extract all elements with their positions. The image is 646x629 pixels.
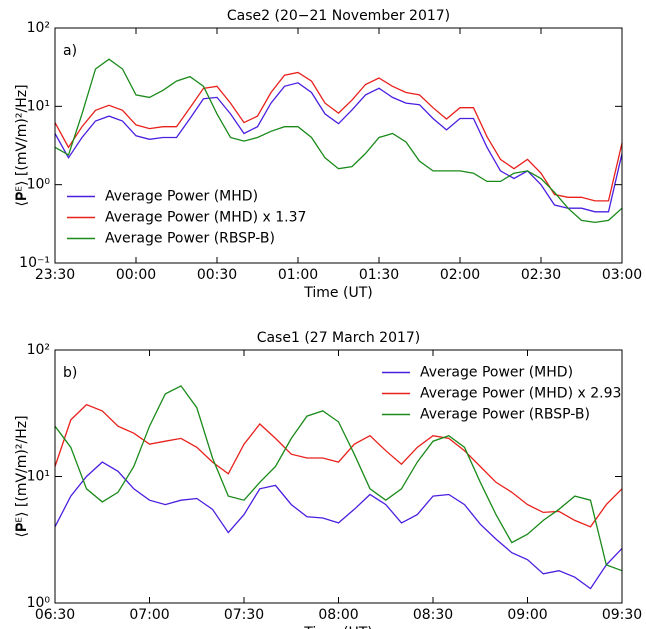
x-tick-label: 01:00 [278,267,318,283]
chart-title: Case1 (27 March 2017) [257,330,421,346]
x-tick-label: 09:00 [507,607,547,623]
x-axis-label: Time (UT) [303,625,372,629]
legend-label: Average Power (MHD) x 2.93 [420,386,621,402]
y-axis-label: ⟨𝐏ᴱ⟩ [(mV/m)²/Hz] [14,84,30,206]
chart-title: Case2 (20−21 November 2017) [227,8,450,24]
x-tick-label: 23:30 [35,267,75,283]
x-tick-label: 00:30 [197,267,237,283]
x-tick-label: 07:00 [129,607,169,623]
x-tick-label: 02:30 [521,267,561,283]
x-tick-label: 08:00 [318,607,358,623]
series-line [54,461,623,590]
panel: Case2 (20−21 November 2017) 23:30 00:00 00:… [14,8,642,301]
x-axis-label: Time (UT) [303,285,372,301]
legend-label: Average Power (RBSP-B) [105,231,275,247]
legend-label: Average Power (MHD) [105,189,258,205]
series-line [54,385,623,572]
panel: Case1 (27 March 2017) 06:30 07:00 07:30 08:0… [14,330,642,629]
legend-label: Average Power (MHD) x 1.37 [105,210,306,226]
legend-label: Average Power (MHD) [420,365,573,381]
y-tick-label: 10² [27,20,50,36]
y-tick-label: 10¹ [27,469,50,485]
x-tick-label: 06:30 [35,607,75,623]
y-tick-label: 10¹ [27,98,50,114]
plot-frame [54,27,623,264]
x-tick-label: 01:30 [359,267,399,283]
x-tick-label: 07:30 [224,607,264,623]
y-axis-label: ⟨𝐏ᴱ⟩ [(mV/m)²/Hz] [14,415,30,537]
x-tick-label: 00:00 [116,267,156,283]
x-tick-label: 02:00 [440,267,480,283]
y-tick-label: 10⁰ [27,177,51,193]
series-line [54,58,623,224]
panel-annotation: b) [63,365,77,381]
y-tick-label: 10⁻¹ [19,255,50,271]
y-tick-label: 10² [27,342,50,358]
x-tick-label: 09:30 [602,607,642,623]
series-line [54,403,623,528]
x-tick-label: 08:30 [413,607,453,623]
legend-label: Average Power (RBSP-B) [420,407,590,423]
series-line [54,71,623,202]
panel-annotation: a) [63,43,77,59]
x-tick-label: 03:00 [602,267,642,283]
y-tick-label: 10⁰ [27,595,51,611]
